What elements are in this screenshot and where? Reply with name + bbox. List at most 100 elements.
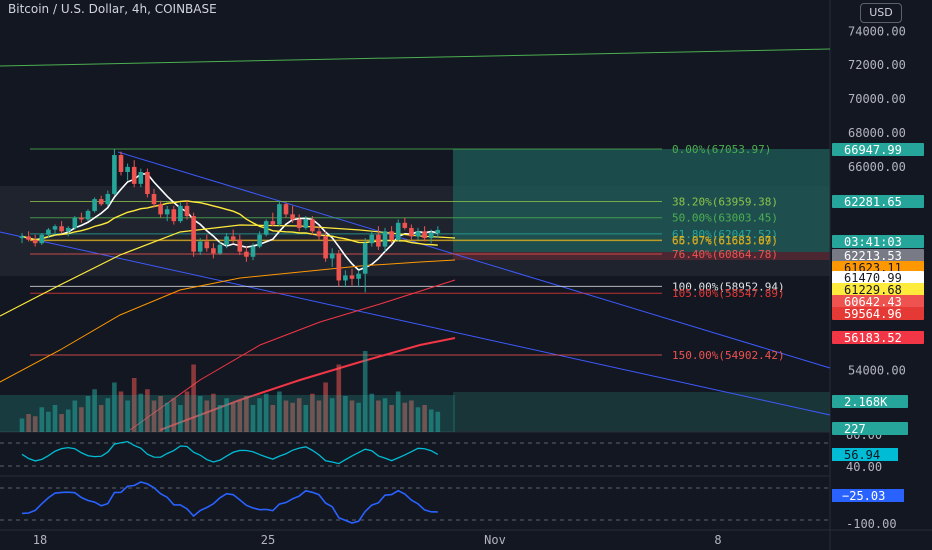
price-tag	[832, 195, 924, 208]
volume-bar	[343, 396, 348, 432]
volume-bar	[171, 398, 177, 432]
candle-body	[171, 209, 177, 222]
volume-bar	[389, 405, 394, 432]
x-axis-tick-label: 8	[714, 533, 721, 547]
fib-level-label: 50.00%(63003.45)	[672, 212, 778, 225]
volume-bar	[356, 402, 361, 432]
volume-bar	[178, 405, 183, 432]
chart-title: Bitcoin / U.S. Dollar, 4h, COINBASE	[8, 2, 217, 16]
fib-level-label: 0.00%(67053.97)	[672, 143, 771, 156]
volume-bar	[329, 398, 335, 432]
price-tag	[832, 271, 924, 284]
volume-bar	[349, 400, 355, 432]
currency-button[interactable]: USD	[860, 3, 902, 23]
volume-bar	[230, 402, 236, 432]
y-axis-tick-label: 66000.00	[848, 160, 906, 174]
volume-bar	[435, 411, 441, 432]
price-tag	[832, 283, 924, 296]
volume-projection-zone	[453, 392, 830, 432]
volume-bar	[204, 400, 210, 432]
volume-bar	[32, 416, 38, 432]
candle-body	[250, 246, 256, 257]
fib-level-label: 100.00%(58952.94)	[672, 280, 785, 293]
volume-bar	[92, 389, 97, 432]
volume-bar	[217, 405, 223, 432]
candle-body	[184, 205, 190, 217]
osc1-value-label: 56.94	[844, 448, 880, 462]
volume-bar	[290, 402, 295, 432]
volume-bar	[336, 364, 342, 432]
volume-bar	[257, 398, 262, 432]
price-tag-label: 62281.65	[844, 195, 902, 209]
volume-bar	[409, 400, 414, 432]
volume-bar	[85, 396, 91, 432]
candle-body	[336, 253, 342, 281]
candle-body	[217, 244, 223, 254]
volume-bar	[145, 389, 150, 432]
volume-bar	[323, 382, 328, 432]
candle-body	[323, 236, 328, 259]
osc2-tick-label: -100.00	[846, 517, 897, 531]
ma-medium-line	[21, 200, 438, 246]
price-tag-label: 56183.52	[844, 331, 902, 345]
price-tag-label: 66947.99	[844, 143, 902, 157]
fib-level-label: 66.67%(61653.89)	[672, 235, 778, 248]
candle-body	[105, 194, 111, 205]
volume-bar	[237, 400, 243, 432]
volume-bar	[244, 396, 249, 432]
candle-body	[138, 171, 144, 184]
price-tag-label: 61470.99	[844, 271, 902, 285]
candle-body	[389, 231, 394, 240]
candle-body	[79, 217, 84, 220]
volume-bar	[224, 398, 229, 432]
osc2-value-tag	[832, 489, 904, 502]
long-position-profit-zone	[453, 149, 830, 252]
fib-level-label: 61.80%(62047.52)	[672, 228, 778, 241]
candle-body	[263, 221, 269, 235]
volume-bar	[46, 411, 51, 432]
volume-bar	[118, 391, 124, 432]
candle-body	[118, 155, 124, 172]
candle-body	[362, 243, 368, 274]
fib-level-label: 65.07%(61683.07)	[672, 234, 778, 247]
candle-body	[296, 219, 302, 228]
candle-body	[204, 241, 210, 249]
price-tag-label: 03:41:03	[844, 235, 902, 249]
candle-body	[191, 216, 196, 252]
ma-red-line	[129, 279, 456, 431]
volume-bar	[26, 414, 31, 432]
volume-bar	[151, 400, 157, 432]
volume-bar	[428, 409, 434, 432]
candle-body	[39, 234, 45, 244]
candle-body	[257, 234, 262, 247]
fib-level-label: 150.00%(54902.42)	[672, 349, 785, 362]
y-axis-tick-label: 72000.00	[848, 58, 906, 72]
volume-bar	[211, 393, 216, 432]
channel-upper-line	[117, 151, 831, 369]
candle-body	[244, 251, 249, 257]
x-axis-tick-label: 25	[261, 533, 275, 547]
candle-body	[435, 229, 441, 234]
y-axis-tick-label: 54000.00	[848, 363, 906, 377]
candle-body	[65, 227, 71, 232]
volume-bar	[422, 405, 427, 432]
candle-body	[316, 231, 322, 237]
x-axis-tick-label: 18	[33, 533, 47, 547]
volume-bar	[197, 396, 203, 432]
volume-bar	[270, 405, 276, 432]
osc2-value-label: −25.03	[842, 489, 885, 503]
price-tag	[832, 307, 924, 320]
candle-body	[376, 234, 381, 247]
volume-bar	[296, 398, 302, 432]
channel-lower-line	[0, 231, 831, 416]
candle-body	[422, 231, 427, 239]
y-axis-tick-label: 70000.00	[848, 92, 906, 106]
candle-body	[395, 222, 401, 240]
candle-body	[26, 236, 31, 240]
candle-body	[382, 231, 388, 247]
candle-body	[59, 226, 64, 232]
volume-bar	[138, 393, 144, 432]
candle-body	[329, 253, 335, 259]
candle-body	[428, 233, 434, 239]
